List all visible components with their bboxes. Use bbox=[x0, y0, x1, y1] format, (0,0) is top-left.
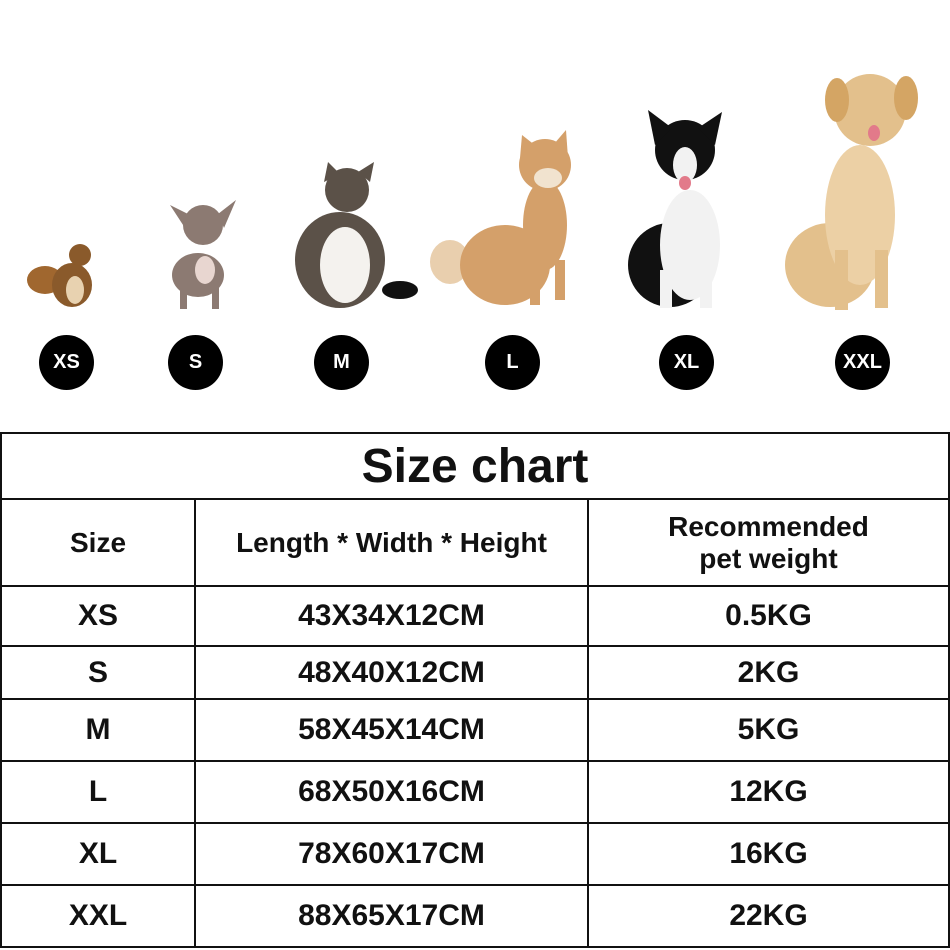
header-size: Size bbox=[0, 498, 196, 587]
size-badge-m: M bbox=[314, 335, 369, 390]
header-weight: Recommended pet weight bbox=[587, 498, 950, 587]
cell-dimensions: 88X65X17CM bbox=[194, 884, 589, 948]
cell-weight: 0.5KG bbox=[587, 585, 950, 647]
size-badge-xl: XL bbox=[659, 335, 714, 390]
table-header-row: Size Length * Width * Height Recommended… bbox=[0, 498, 950, 587]
cell-weight: 22KG bbox=[587, 884, 950, 948]
size-badge-xxl: XXL bbox=[835, 335, 890, 390]
cell-weight: 2KG bbox=[587, 645, 950, 700]
table-row: XL 78X60X17CM 16KG bbox=[0, 822, 950, 886]
table-row: L 68X50X16CM 12KG bbox=[0, 760, 950, 824]
cell-size: XS bbox=[0, 585, 196, 647]
cell-dimensions: 43X34X12CM bbox=[194, 585, 589, 647]
size-chart-table: Size chart Size Length * Width * Height … bbox=[0, 432, 950, 948]
cell-size: XXL bbox=[0, 884, 196, 948]
cell-dimensions: 78X60X17CM bbox=[194, 822, 589, 886]
cell-weight: 16KG bbox=[587, 822, 950, 886]
size-badge-s: S bbox=[168, 335, 223, 390]
border-collie-image bbox=[628, 110, 722, 308]
cell-dimensions: 48X40X12CM bbox=[194, 645, 589, 700]
chihuahua-image bbox=[170, 200, 236, 309]
cell-weight: 12KG bbox=[587, 760, 950, 824]
cell-size: L bbox=[0, 760, 196, 824]
size-badge-l: L bbox=[485, 335, 540, 390]
size-badge-xs: XS bbox=[39, 335, 94, 390]
cell-dimensions: 68X50X16CM bbox=[194, 760, 589, 824]
table-row: XS 43X34X12CM 0.5KG bbox=[0, 585, 950, 647]
cell-size: S bbox=[0, 645, 196, 700]
header-dimensions: Length * Width * Height bbox=[194, 498, 589, 587]
animal-illustrations bbox=[27, 74, 918, 310]
shiba-inu-image bbox=[430, 130, 571, 305]
table-row: S 48X40X12CM 2KG bbox=[0, 645, 950, 700]
table-title: Size chart bbox=[0, 432, 950, 500]
cell-dimensions: 58X45X14CM bbox=[194, 698, 589, 762]
table-row: M 58X45X14CM 5KG bbox=[0, 698, 950, 762]
cat-image bbox=[295, 162, 418, 308]
cell-size: M bbox=[0, 698, 196, 762]
golden-retriever-image bbox=[785, 74, 918, 310]
cell-size: XL bbox=[0, 822, 196, 886]
cell-weight: 5KG bbox=[587, 698, 950, 762]
table-row: XXL 88X65X17CM 22KG bbox=[0, 884, 950, 948]
squirrel-image bbox=[27, 244, 92, 307]
